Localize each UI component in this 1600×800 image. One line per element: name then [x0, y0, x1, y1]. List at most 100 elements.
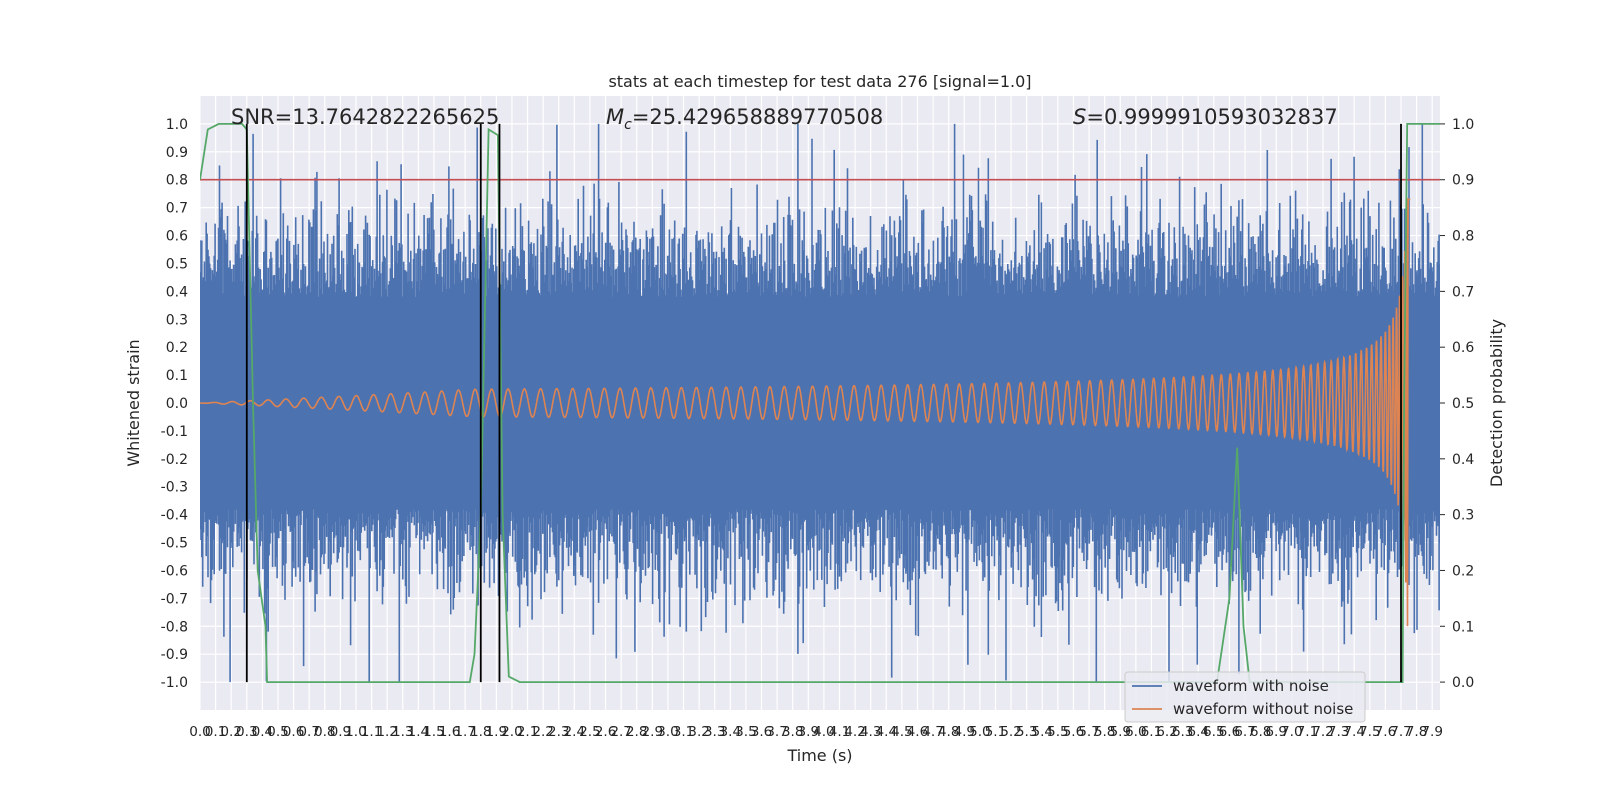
y-tick-label: 1.0	[166, 117, 188, 133]
y-tick-label: -1.0	[161, 675, 188, 691]
x-tick-label: 1.9	[486, 724, 508, 740]
x-tick-label: 2.7	[610, 724, 632, 740]
y-tick-label: 0.3	[166, 312, 188, 328]
stat-snr: SNR=13.7642822265625	[231, 105, 499, 129]
x-tick-label: 0.5	[267, 724, 289, 740]
x-tick-label: 6.9	[1265, 724, 1287, 740]
x-tick-label: 3.2	[688, 724, 710, 740]
left-axis-ticks: 1.0 0.9 0.8 0.7 0.6 0.5 0.4 0.3 0.2 0.1 0.0 -0.1 -0.…	[161, 117, 188, 691]
x-tick-label: 0.4	[252, 724, 274, 740]
y2-tick-label: 1.0	[1452, 117, 1474, 133]
x-tick-label: 2.1	[517, 724, 539, 740]
x-tick-label: 7.6	[1375, 724, 1397, 740]
x-tick-label: 6.2	[1156, 724, 1178, 740]
stat-detection-score: S=0.9999910593032837	[1073, 105, 1338, 129]
x-tick-label: 7.3	[1328, 724, 1350, 740]
y-tick-label: -0.7	[161, 591, 188, 607]
x-tick-label: 1.5	[423, 724, 445, 740]
x-tick-label: 7.1	[1297, 724, 1319, 740]
y-tick-label: 0.9	[166, 145, 188, 161]
x-tick-label: 4.9	[953, 724, 975, 740]
x-tick-label: 1.0	[345, 724, 367, 740]
y2-tick-label: 0.0	[1452, 675, 1474, 691]
y-tick-label: 0.6	[166, 229, 188, 245]
x-tick-label: 6.6	[1219, 724, 1241, 740]
y2-axis-label: Detection probability	[1487, 319, 1506, 487]
x-tick-label: 1.3	[392, 724, 414, 740]
x-tick-label: 5.7	[1078, 724, 1100, 740]
y-tick-label: 0.2	[166, 340, 188, 356]
y2-tick-label: 0.1	[1452, 619, 1474, 635]
x-tick-label: 1.7	[454, 724, 476, 740]
chart-title: stats at each timestep for test data 276…	[608, 72, 1031, 91]
x-tick-label: 7.9	[1421, 724, 1443, 740]
stat-chirp-mass-value: =25.429658889770508	[632, 105, 883, 129]
y-tick-label: 0.7	[166, 201, 188, 217]
stat-chirp-mass-subscript: c	[624, 117, 632, 133]
stat-chirp-mass-symbol: M	[606, 105, 624, 129]
x-tick-label: 1.2	[376, 724, 398, 740]
stat-chirp-mass: Mc=25.429658889770508	[606, 105, 883, 133]
x-tick-label: 1.4	[408, 724, 430, 740]
y2-tick-label: 0.9	[1452, 173, 1474, 189]
y-tick-label: 0.0	[166, 396, 188, 412]
x-tick-label: 6.4	[1187, 724, 1209, 740]
series-waveform-without-noise	[200, 197, 1411, 627]
x-tick-label: 4.5	[891, 724, 913, 740]
y-tick-label: 0.8	[166, 173, 188, 189]
x-tick-label: 4.3	[860, 724, 882, 740]
x-tick-label: 7.5	[1359, 724, 1381, 740]
x-tick-label: 2.0	[501, 724, 523, 740]
y-tick-label: 0.1	[166, 368, 188, 384]
x-tick-label: 1.6	[439, 724, 461, 740]
x-axis-ticks: 0.00.10.20.30.40.50.60.70.80.91.01.11.21…	[189, 724, 1443, 740]
x-tick-label: 2.2	[532, 724, 554, 740]
x-tick-label: 2.5	[579, 724, 601, 740]
x-tick-label: 2.9	[642, 724, 664, 740]
legend-label-clean: waveform without noise	[1173, 700, 1353, 718]
y2-tick-label: 0.6	[1452, 340, 1474, 356]
x-tick-label: 5.9	[1109, 724, 1131, 740]
x-tick-label: 3.9	[797, 724, 819, 740]
x-tick-label: 5.5	[1047, 724, 1069, 740]
y2-tick-label: 0.7	[1452, 284, 1474, 300]
x-tick-label: 6.0	[1125, 724, 1147, 740]
x-tick-label: 3.8	[782, 724, 804, 740]
x-tick-label: 3.5	[735, 724, 757, 740]
y2-tick-label: 0.3	[1452, 508, 1474, 524]
plot-content	[200, 123, 1440, 683]
x-tick-label: 4.2	[844, 724, 866, 740]
y-tick-label: -0.9	[161, 647, 188, 663]
x-axis-label: Time (s)	[786, 746, 852, 765]
x-tick-label: 5.1	[985, 724, 1007, 740]
x-tick-label: 0.1	[205, 724, 227, 740]
x-tick-label: 4.4	[875, 724, 897, 740]
x-tick-label: 5.3	[1016, 724, 1038, 740]
y-tick-label: -0.4	[161, 508, 188, 524]
y2-tick-label: 0.2	[1452, 563, 1474, 579]
x-tick-label: 6.8	[1250, 724, 1272, 740]
x-tick-label: 7.0	[1281, 724, 1303, 740]
x-tick-label: 3.6	[751, 724, 773, 740]
x-tick-label: 6.7	[1234, 724, 1256, 740]
y-tick-label: -0.5	[161, 536, 188, 552]
x-tick-label: 4.1	[829, 724, 851, 740]
y-tick-label: 0.5	[166, 256, 188, 272]
x-tick-label: 0.6	[283, 724, 305, 740]
x-tick-label: 1.1	[361, 724, 383, 740]
x-tick-label: 5.6	[1063, 724, 1085, 740]
x-tick-label: 0.2	[220, 724, 242, 740]
stat-detection-score-symbol: S	[1073, 105, 1086, 129]
x-tick-label: 2.6	[595, 724, 617, 740]
x-tick-label: 4.6	[907, 724, 929, 740]
x-tick-label: 6.3	[1172, 724, 1194, 740]
x-tick-label: 0.3	[236, 724, 258, 740]
x-tick-label: 0.8	[314, 724, 336, 740]
y-tick-label: -0.6	[161, 563, 188, 579]
y2-tick-label: 0.4	[1452, 452, 1474, 468]
x-tick-label: 3.1	[673, 724, 695, 740]
right-axis-ticks: 1.0 0.9 0.8 0.7 0.6 0.5 0.4 0.3 0.2 0.1 0.0	[1440, 117, 1474, 691]
x-tick-label: 5.0	[969, 724, 991, 740]
y-tick-label: -0.8	[161, 619, 188, 635]
